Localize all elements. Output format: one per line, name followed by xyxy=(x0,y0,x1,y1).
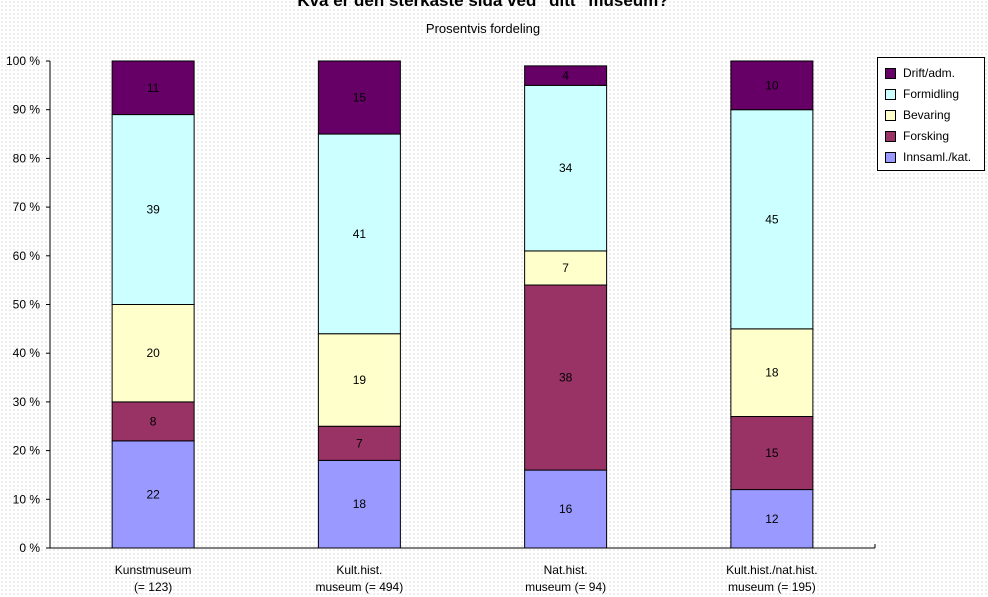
y-tick-label: 60 % xyxy=(13,249,41,263)
data-label: 38 xyxy=(559,371,573,385)
bar-segment xyxy=(524,65,608,86)
bar-segment xyxy=(317,459,401,549)
data-label: 22 xyxy=(146,487,160,501)
y-tick-label: 70 % xyxy=(13,200,41,214)
x-tick-label: Kult.hist./nat.hist. xyxy=(726,563,817,577)
x-tick-label: Kunstmuseum xyxy=(115,563,192,577)
legend-label: Forsking xyxy=(903,129,950,143)
y-tick-label: 40 % xyxy=(13,346,41,360)
x-tick-label: museum (= 195) xyxy=(728,580,816,594)
y-tick-label: 90 % xyxy=(13,103,41,117)
data-label: 45 xyxy=(765,212,779,226)
data-label: 19 xyxy=(353,373,367,387)
y-tick-label: 20 % xyxy=(13,444,41,458)
legend-label: Bevaring xyxy=(903,108,951,122)
x-tick-label: (= 123) xyxy=(134,580,172,594)
x-tick-label: Nat.hist. xyxy=(544,563,588,577)
data-label: 4 xyxy=(562,69,569,83)
y-tick-label: 0 % xyxy=(19,541,40,555)
data-label: 16 xyxy=(559,502,573,516)
legend-label: Drift/adm. xyxy=(903,66,956,80)
bar-segment xyxy=(524,250,608,286)
bar-segment xyxy=(730,109,814,330)
legend-swatch xyxy=(885,109,896,121)
data-label: 7 xyxy=(562,261,569,275)
x-tick-label: museum (= 94) xyxy=(525,580,606,594)
legend-label: Formidling xyxy=(903,87,960,101)
y-tick-label: 10 % xyxy=(13,492,41,506)
bar-segment xyxy=(317,333,401,427)
chart-subtitle: Prosentvis fordeling xyxy=(425,21,541,36)
chart-legend: Drift/adm. Formidling Bevaring Forsking Inns… xyxy=(877,57,985,171)
data-label: 10 xyxy=(765,78,779,92)
legend-label: Innsaml./kat. xyxy=(903,150,972,164)
legend-item: Bevaring xyxy=(885,107,950,123)
bar-segment xyxy=(524,284,608,471)
bar-segment xyxy=(524,469,608,549)
bar-segment xyxy=(730,60,814,111)
chart-title: Kva er den sterkaste sida ved "ditt" mus… xyxy=(297,0,669,10)
data-label: 15 xyxy=(765,446,779,460)
data-label: 11 xyxy=(147,81,160,95)
y-tick-label: 50 % xyxy=(13,298,41,312)
y-tick-label: 30 % xyxy=(13,395,41,409)
data-label: 20 xyxy=(146,346,160,360)
legend-item: Forsking xyxy=(885,128,949,144)
x-tick-label: Kult.hist. xyxy=(336,563,382,577)
legend-item: Drift/adm. xyxy=(885,65,955,81)
legend-swatch xyxy=(885,151,896,163)
bar-segment xyxy=(730,416,814,491)
data-label: 15 xyxy=(353,91,367,105)
data-label: 41 xyxy=(353,227,367,241)
data-label: 7 xyxy=(356,436,363,450)
x-tick-label: museum (= 494) xyxy=(316,580,404,594)
bar-segment xyxy=(524,84,608,252)
bar-segment xyxy=(317,60,401,135)
legend-swatch xyxy=(885,130,896,142)
legend-item: Formidling xyxy=(885,86,959,102)
legend-swatch xyxy=(885,67,896,79)
data-label: 34 xyxy=(559,161,573,175)
data-label: 39 xyxy=(146,203,160,217)
data-label: 18 xyxy=(353,497,367,511)
bar-segment xyxy=(111,114,195,305)
bar-segment xyxy=(111,60,195,116)
bar-segment xyxy=(111,401,195,442)
bar-segment xyxy=(730,328,814,418)
data-label: 18 xyxy=(765,366,779,380)
y-tick-label: 100 % xyxy=(6,54,40,68)
legend-item: Innsaml./kat. xyxy=(885,149,971,165)
bar-segment xyxy=(317,133,401,335)
data-label: 12 xyxy=(765,512,779,526)
bar-segment xyxy=(111,440,195,549)
y-tick-label: 80 % xyxy=(13,151,41,165)
bar-segment xyxy=(111,304,195,403)
legend-swatch xyxy=(885,88,896,100)
data-label: 8 xyxy=(150,414,157,428)
